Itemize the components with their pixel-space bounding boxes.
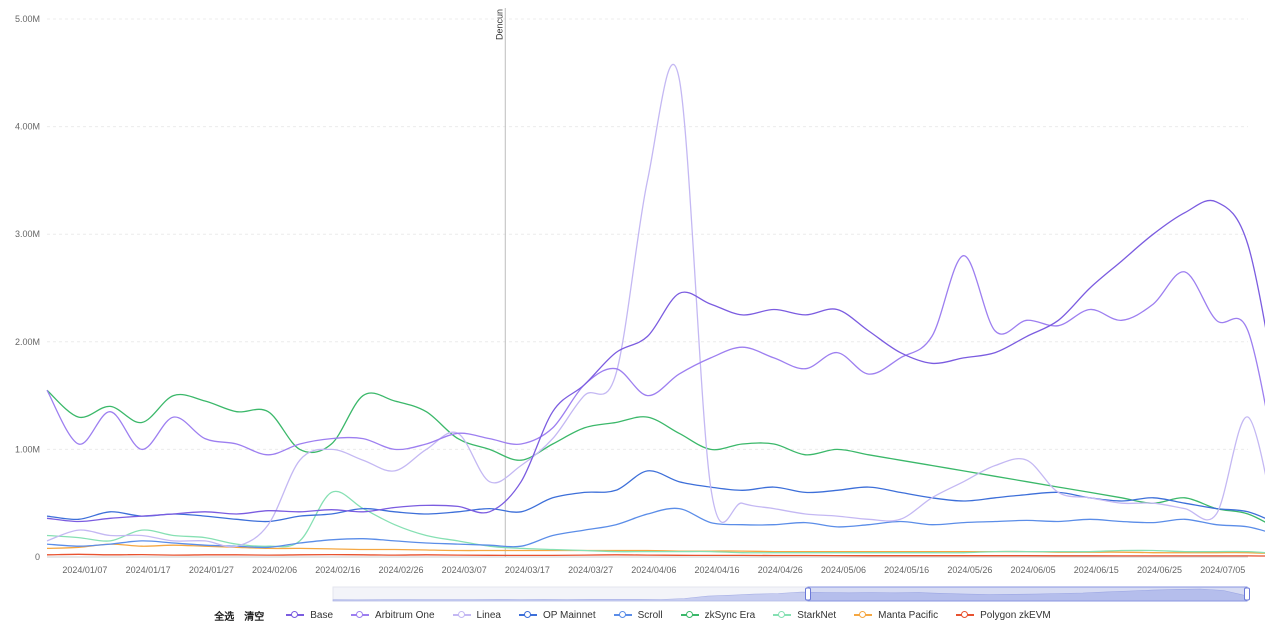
series-line-starknet[interactable]	[47, 491, 1265, 553]
x-tick-label: 2024/05/16	[884, 565, 929, 575]
legend-item-manta-pacific[interactable]: Manta Pacific	[854, 610, 938, 621]
y-tick-label: 1.00M	[15, 444, 40, 454]
x-tick-label: 2024/03/17	[505, 565, 550, 575]
x-tick-label: 2024/03/07	[442, 565, 487, 575]
legend: 全选 清空 Base Arbitrum One Linea OP Mainnet Scr…	[0, 604, 1265, 626]
x-tick-label: 2024/04/26	[758, 565, 803, 575]
y-tick-label: 5.00M	[15, 14, 40, 24]
legend-label: StarkNet	[797, 610, 836, 621]
legend-swatch-icon	[286, 610, 304, 620]
x-tick-label: 2024/04/16	[695, 565, 740, 575]
legend-item-polygon-zkevm[interactable]: Polygon zkEVM	[956, 610, 1051, 621]
series-lines[interactable]	[47, 64, 1265, 556]
y-axis: 0 1.00M 2.00M 3.00M 4.00M 5.00M	[15, 14, 40, 562]
legend-label: Scroll	[638, 610, 663, 621]
x-tick-label: 2024/02/06	[252, 565, 297, 575]
x-tick-label: 2024/01/17	[126, 565, 171, 575]
x-tick-label: 2024/02/26	[378, 565, 423, 575]
legend-controls: 全选 清空	[214, 608, 264, 623]
x-tick-label: 2024/05/26	[947, 565, 992, 575]
x-tick-label: 2024/01/07	[62, 565, 107, 575]
legend-swatch-icon	[854, 610, 872, 620]
legend-swatch-icon	[773, 610, 791, 620]
legend-label: zkSync Era	[705, 610, 756, 621]
series-line-linea[interactable]	[47, 64, 1265, 546]
series-line-polygon-zkevm[interactable]	[47, 554, 1265, 556]
legend-swatch-icon	[351, 610, 369, 620]
data-zoom-slider[interactable]	[333, 587, 1250, 601]
legend-swatch-icon	[453, 610, 471, 620]
zoom-handle-right[interactable]	[1245, 588, 1250, 600]
series-line-zksync-era[interactable]	[47, 390, 1265, 530]
line-chart: 0 1.00M 2.00M 3.00M 4.00M 5.00M 2024/01/07 202…	[0, 0, 1265, 628]
legend-item-base[interactable]: Base	[286, 610, 333, 621]
x-tick-label: 2024/07/05	[1200, 565, 1245, 575]
legend-item-scroll[interactable]: Scroll	[614, 610, 663, 621]
legend-swatch-icon	[956, 610, 974, 620]
y-tick-label: 4.00M	[15, 122, 40, 132]
zoom-handle-left[interactable]	[806, 588, 811, 600]
x-tick-label: 2024/06/25	[1137, 565, 1182, 575]
legend-label: Manta Pacific	[878, 610, 938, 621]
x-tick-label: 2024/06/15	[1074, 565, 1119, 575]
legend-item-linea[interactable]: Linea	[453, 610, 501, 621]
y-tick-label: 0	[35, 552, 40, 562]
dencun-annotation: Dencun	[494, 8, 505, 557]
legend-item-op-mainnet[interactable]: OP Mainnet	[519, 610, 596, 621]
legend-label: Polygon zkEVM	[980, 610, 1051, 621]
legend-item-arbitrum-one[interactable]: Arbitrum One	[351, 610, 434, 621]
legend-swatch-icon	[519, 610, 537, 620]
legend-item-zksync-era[interactable]: zkSync Era	[681, 610, 756, 621]
legend-label: Base	[310, 610, 333, 621]
select-all-button[interactable]: 全选	[214, 608, 234, 623]
x-tick-label: 2024/01/27	[189, 565, 234, 575]
x-axis: 2024/01/07 2024/01/17 2024/01/27 2024/02/06…	[62, 565, 1245, 575]
x-tick-label: 2024/02/16	[315, 565, 360, 575]
legend-item-starknet[interactable]: StarkNet	[773, 610, 836, 621]
legend-label: Linea	[477, 610, 501, 621]
y-tick-label: 3.00M	[15, 229, 40, 239]
x-tick-label: 2024/04/06	[631, 565, 676, 575]
legend-swatch-icon	[614, 610, 632, 620]
x-tick-label: 2024/05/06	[821, 565, 866, 575]
legend-label: OP Mainnet	[543, 610, 596, 621]
x-tick-label: 2024/03/27	[568, 565, 613, 575]
x-tick-label: 2024/06/05	[1011, 565, 1056, 575]
series-line-base[interactable]	[47, 200, 1265, 521]
grid-lines	[47, 19, 1248, 557]
y-tick-label: 2.00M	[15, 337, 40, 347]
zoom-selection[interactable]	[808, 587, 1247, 601]
clear-button[interactable]: 清空	[244, 608, 264, 623]
legend-items: Base Arbitrum One Linea OP Mainnet Scroll zkS…	[286, 610, 1050, 621]
legend-swatch-icon	[681, 610, 699, 620]
dencun-marker-label: Dencun	[494, 9, 504, 40]
legend-label: Arbitrum One	[375, 610, 434, 621]
series-line-arbitrum-one[interactable]	[47, 256, 1265, 482]
